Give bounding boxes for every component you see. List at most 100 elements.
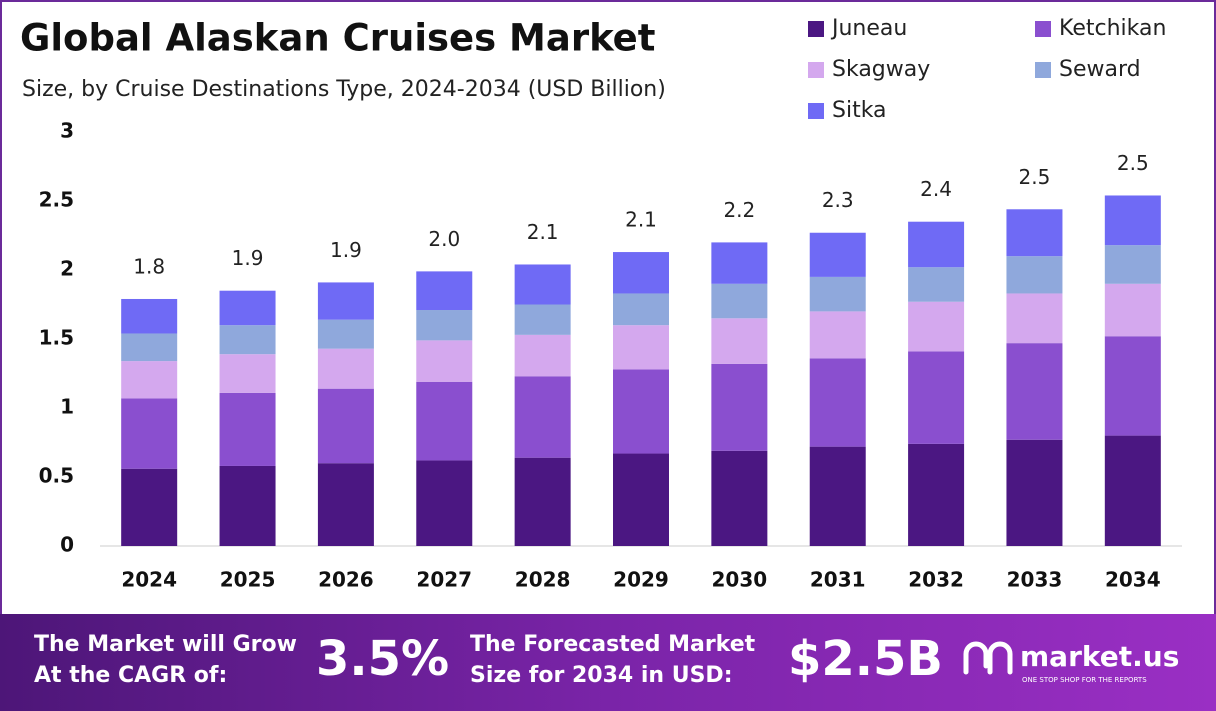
legend-label: Seward (1059, 57, 1141, 82)
chart-title: Global Alaskan Cruises Market (20, 17, 655, 60)
x-tick-label: 2027 (416, 568, 472, 592)
bar-segment (219, 392, 276, 466)
bar-segment (1104, 336, 1161, 436)
y-tick-label: 0 (60, 533, 74, 557)
bar-segment (908, 267, 965, 302)
bar-segment (121, 298, 178, 334)
total-label: 2.1 (625, 208, 657, 232)
bar-segment (514, 334, 571, 377)
bar-segment (1006, 209, 1063, 257)
y-tick-label: 1.5 (39, 326, 74, 350)
bar-segment (1104, 283, 1161, 337)
bar-segment (711, 363, 768, 451)
x-tick-label: 2028 (515, 568, 571, 592)
bar-segment (613, 293, 669, 326)
bar-segment (317, 463, 374, 546)
total-label: 1.9 (232, 246, 264, 270)
bar-segment (121, 333, 178, 362)
bar-segment (613, 252, 669, 294)
bar-segment (317, 282, 374, 320)
legend-swatch (808, 103, 824, 119)
bar-segment (514, 304, 571, 335)
bar-segment (711, 450, 768, 546)
total-label: 2.5 (1117, 151, 1149, 175)
legend-label: Skagway (832, 57, 930, 82)
forecast-text: Size for 2034 in USD: (470, 663, 733, 688)
y-tick-label: 2.5 (39, 188, 74, 212)
bar-segment (809, 311, 866, 359)
legend-label: Sitka (832, 98, 887, 123)
bar-segment (317, 319, 374, 349)
total-label: 1.8 (133, 254, 165, 278)
bar-segment (416, 460, 473, 546)
bar-segment (416, 310, 473, 341)
bar-segment (121, 398, 178, 469)
x-tick-label: 2034 (1105, 568, 1161, 592)
x-tick-label: 2029 (613, 568, 669, 592)
bar-segment (219, 290, 276, 326)
bar-segment (1006, 256, 1063, 294)
forecast-value: $2.5B (788, 631, 943, 687)
total-label: 1.9 (330, 238, 362, 262)
bar-segment (1006, 293, 1063, 344)
legend-swatch (1035, 62, 1051, 78)
x-tick-label: 2030 (712, 568, 768, 592)
cagr-text: At the CAGR of: (34, 663, 227, 688)
bar-segment (809, 276, 866, 312)
bar-segment (908, 351, 965, 444)
legend-swatch (808, 21, 824, 37)
bar-segment (219, 325, 276, 355)
bar-segment (1104, 245, 1161, 284)
y-tick-label: 2 (60, 257, 74, 281)
bar-segment (1006, 343, 1063, 440)
legend-swatch (808, 62, 824, 78)
bar-segment (514, 376, 571, 458)
total-label: 2.2 (723, 198, 755, 222)
bar-segment (809, 232, 866, 277)
cagr-text: The Market will Grow (34, 632, 297, 657)
bar-segment (416, 340, 473, 382)
brand-name: market.us (1020, 640, 1179, 673)
bar-segment (613, 325, 669, 370)
bar-segment (809, 358, 866, 447)
x-tick-label: 2032 (908, 568, 964, 592)
bar-segment (613, 369, 669, 454)
total-label: 2.5 (1019, 165, 1051, 189)
bar-segment (219, 465, 276, 546)
bar-segment (1006, 439, 1063, 546)
total-label: 2.1 (527, 220, 559, 244)
bar-segment (121, 468, 178, 546)
bar-segment (908, 301, 965, 352)
x-tick-label: 2031 (810, 568, 866, 592)
bar-segment (908, 443, 965, 546)
legend-label: Juneau (830, 16, 907, 41)
cagr-value: 3.5% (316, 631, 449, 687)
chart-subtitle: Size, by Cruise Destinations Type, 2024-… (22, 77, 666, 102)
bar-segment (711, 318, 768, 364)
brand-tagline: ONE STOP SHOP FOR THE REPORTS (1022, 676, 1147, 684)
bar-segment (613, 453, 669, 546)
bar-segment (514, 457, 571, 546)
y-tick-label: 1 (60, 395, 74, 419)
x-tick-label: 2033 (1007, 568, 1063, 592)
brand-logo (963, 641, 1013, 675)
legend-swatch (1035, 21, 1051, 37)
bar-segment (711, 242, 768, 284)
x-tick-label: 2026 (318, 568, 374, 592)
bar-segment (317, 388, 374, 464)
bar-segment (1104, 195, 1161, 246)
footer-band (0, 614, 1216, 711)
bar-segment (1104, 435, 1161, 546)
bar-segment (121, 361, 178, 399)
x-tick-label: 2025 (220, 568, 276, 592)
bar-segment (711, 283, 768, 319)
bar-segment (317, 348, 374, 389)
x-tick-label: 2024 (121, 568, 177, 592)
y-tick-label: 0.5 (39, 464, 74, 488)
bar-segment (514, 264, 571, 305)
total-label: 2.3 (822, 188, 854, 212)
forecast-text: The Forecasted Market (470, 632, 756, 657)
bar-segment (416, 381, 473, 461)
bar-segment (416, 271, 473, 311)
